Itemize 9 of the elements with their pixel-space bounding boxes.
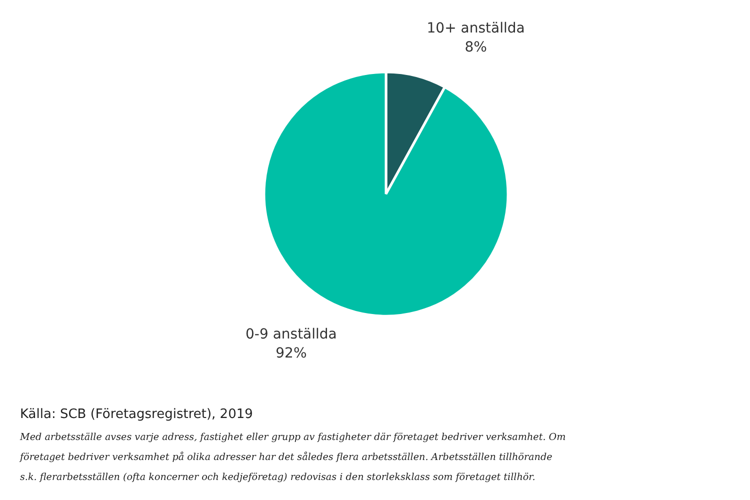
slice-label: 0-9 anställda	[245, 326, 337, 342]
text: företaget bedriver verksamhet på olika adresser har det således flera arbetsställen. Arbetsställen tillhörande	[19, 451, 553, 463]
text: Källa: SCB (Företagsregistret), 2019	[20, 407, 253, 422]
data-label: 92%	[276, 345, 307, 362]
text: Med arbetsställe avses varje adress, fastighet eller grupp av fastigheter där företaget bedriver verksamhet. Om	[19, 432, 566, 443]
slice-label: 10+ anställda	[426, 20, 525, 37]
data-label: 8%	[464, 39, 487, 56]
text: s.k. flerarbetsställen (ofta koncerner och kedjeföretag) redovisas i den storleksklass som företaget tillhör.	[20, 472, 536, 483]
pie-slice	[262, 70, 510, 318]
